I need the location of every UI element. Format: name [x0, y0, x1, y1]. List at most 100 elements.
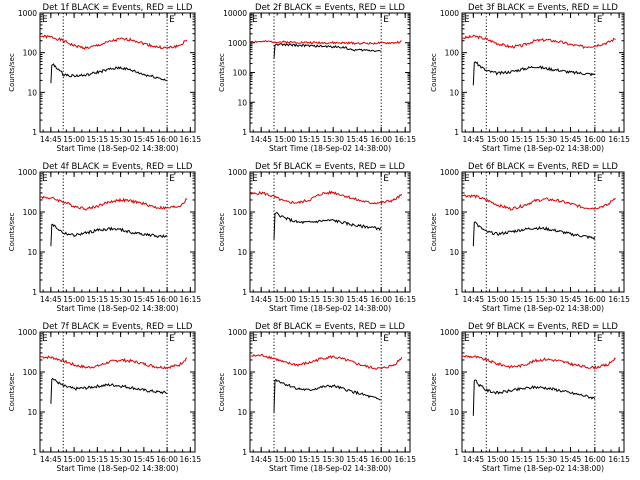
y-tick-label: 1000 — [18, 9, 37, 18]
x-tick-label: 16:00 — [370, 295, 392, 304]
series-line-red — [39, 34, 188, 51]
x-tick-label: 15:00 — [63, 135, 85, 144]
y-axis-label: Counts/sec — [8, 53, 16, 92]
y-tick-label: 100 — [233, 69, 248, 78]
event-mark: E — [169, 174, 175, 184]
y-tick-label: 10 — [449, 248, 459, 257]
chart-panel-8: Det 8f BLACK = Events, RED = LLD 1 10 100 10… — [218, 322, 416, 473]
x-tick-label: 16:00 — [584, 135, 606, 144]
series-line-black — [273, 43, 381, 59]
event-mark: E — [252, 174, 258, 184]
chart-title: Det 2f BLACK = Events, RED = LLD — [255, 3, 405, 13]
x-tick-label: 14:45 — [250, 135, 272, 144]
y-tick-label: 10 — [449, 88, 459, 97]
x-tick-label: 15:45 — [133, 455, 155, 464]
y-tick-label: 10 — [449, 408, 459, 417]
x-tick-label: 15:00 — [487, 135, 509, 144]
x-tick-label: 16:15 — [608, 135, 630, 144]
y-tick-label: 1 — [242, 288, 247, 297]
x-tick-label: 15:15 — [298, 135, 320, 144]
y-axis-label: Counts/sec — [218, 53, 226, 92]
y-tick-label: 100 — [445, 208, 460, 217]
y-tick-label: 100 — [23, 368, 38, 377]
y-tick-label: 1000 — [440, 9, 459, 18]
y-axis-label: Counts/sec — [430, 53, 438, 92]
x-axis-label: Start Time (18-Sep-02 14:38:00) — [482, 304, 604, 313]
series-line-black — [273, 211, 382, 241]
x-axis-label: Start Time (18-Sep-02 14:38:00) — [57, 464, 179, 473]
x-tick-label: 15:30 — [535, 135, 557, 144]
event-mark: E — [383, 334, 389, 344]
y-tick-label: 100 — [233, 368, 248, 377]
plot-frame — [39, 171, 196, 293]
x-tick-label: 15:00 — [274, 295, 296, 304]
series-line-red — [40, 355, 188, 370]
x-tick-label: 15:15 — [511, 135, 533, 144]
chart-title: Det 9f BLACK = Events, RED = LLD — [468, 322, 618, 332]
y-tick-label: 10 — [27, 88, 37, 97]
chart-title: Det 6f BLACK = Events, RED = LLD — [468, 162, 618, 172]
y-tick-label: 1000 — [228, 168, 247, 177]
x-tick-label: 16:15 — [394, 455, 416, 464]
x-tick-label: 15:30 — [535, 295, 557, 304]
event-mark: E — [42, 334, 48, 344]
series-line-red — [250, 39, 402, 45]
y-tick-label: 100 — [23, 49, 38, 58]
y-tick-label: 100 — [233, 208, 248, 217]
event-mark: E — [383, 15, 389, 25]
x-tick-label: 15:15 — [298, 455, 320, 464]
x-tick-label: 16:00 — [156, 455, 178, 464]
x-tick-label: 16:00 — [584, 455, 606, 464]
event-mark: E — [42, 174, 48, 184]
x-tick-label: 15:15 — [511, 295, 533, 304]
x-tick-label: 16:00 — [156, 135, 178, 144]
x-tick-label: 15:45 — [346, 135, 368, 144]
y-tick-label: 100 — [445, 49, 460, 58]
x-tick-label: 15:45 — [560, 135, 582, 144]
x-tick-label: 15:30 — [322, 295, 344, 304]
y-axis-label: Counts/sec — [218, 373, 226, 412]
event-mark: E — [383, 174, 389, 184]
series-line-red — [249, 353, 403, 370]
y-tick-label: 10 — [237, 408, 247, 417]
x-tick-label: 14:45 — [40, 135, 62, 144]
y-tick-label: 1 — [454, 128, 459, 137]
chart-panel-9: Det 9f BLACK = Events, RED = LLD 1 10 100 10… — [430, 322, 630, 473]
x-tick-label: 14:45 — [463, 135, 485, 144]
y-tick-label: 10 — [27, 248, 37, 257]
y-tick-label: 100 — [445, 368, 460, 377]
x-tick-label: 14:45 — [463, 295, 485, 304]
x-tick-label: 15:00 — [487, 295, 509, 304]
x-tick-label: 15:45 — [560, 455, 582, 464]
plot-frame — [249, 331, 411, 453]
chart-title: Det 3f BLACK = Events, RED = LLD — [468, 3, 618, 13]
y-tick-label: 1 — [32, 128, 37, 137]
y-tick-label: 1 — [454, 288, 459, 297]
event-mark: E — [464, 15, 470, 25]
series-line-black — [472, 61, 596, 86]
y-tick-label: 1 — [32, 448, 37, 457]
chart-title: Det 5f BLACK = Events, RED = LLD — [255, 162, 405, 172]
y-tick-label: 1 — [454, 448, 459, 457]
y-tick-label: 1000 — [18, 328, 37, 337]
x-tick-label: 15:00 — [274, 135, 296, 144]
x-axis-label: Start Time (18-Sep-02 14:38:00) — [482, 144, 604, 153]
x-axis-label: Start Time (18-Sep-02 14:38:00) — [57, 304, 179, 313]
x-tick-label: 16:00 — [156, 295, 178, 304]
x-tick-label: 15:00 — [63, 455, 85, 464]
plot-frame — [461, 331, 625, 453]
x-tick-label: 16:15 — [608, 455, 630, 464]
y-tick-label: 1 — [242, 448, 247, 457]
event-mark: E — [42, 15, 48, 25]
x-tick-label: 15:30 — [322, 455, 344, 464]
series-line-black — [472, 379, 596, 416]
series-line-black — [472, 221, 596, 247]
y-axis-label: Counts/sec — [8, 373, 16, 412]
event-mark: E — [252, 334, 258, 344]
x-tick-label: 16:00 — [370, 135, 392, 144]
x-tick-label: 16:00 — [584, 295, 606, 304]
y-tick-label: 10 — [237, 98, 247, 107]
event-mark: E — [464, 334, 470, 344]
chart-panel-3: Det 3f BLACK = Events, RED = LLD 1 10 100 10… — [430, 3, 630, 153]
series-line-red — [461, 194, 616, 211]
